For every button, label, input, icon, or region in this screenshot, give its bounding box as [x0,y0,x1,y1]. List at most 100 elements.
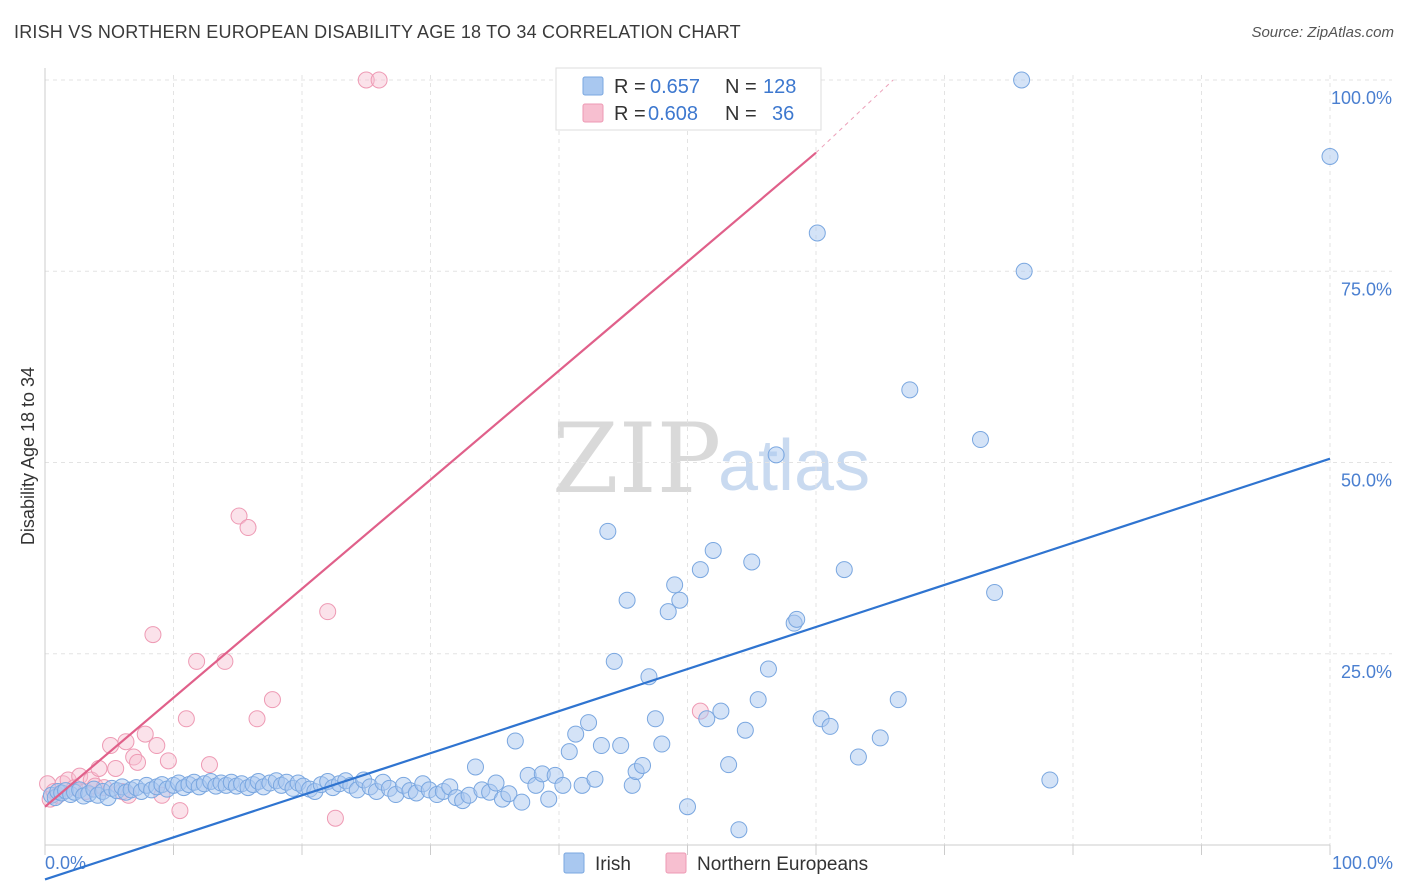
irish-point [971,431,989,449]
irish-point [466,758,484,776]
irish-point [513,793,531,811]
ne-point [144,626,162,644]
irish-point [618,591,636,609]
irish-point [506,732,524,750]
irish-point [540,790,558,808]
irish-point [679,798,696,816]
watermark-atlas: atlas [718,426,870,506]
irish-point [720,756,738,774]
ne-r-value: 0.608 [648,103,698,125]
y-tick-label: 50.0% [1341,471,1392,491]
irish-point [567,725,585,743]
irish-point [821,717,839,735]
northern-europeans-points [39,71,709,827]
ne-n-label: N = [725,103,757,125]
ne-point [230,507,248,525]
irish-point [653,735,671,753]
irish-point [736,721,754,739]
gridlines [45,75,1392,845]
ne-trendline-extension [815,79,894,154]
ne-trendline [44,151,817,808]
irish-point [743,553,761,571]
irish-point [698,710,716,728]
ne-point [216,652,234,670]
irish-point [634,756,652,774]
ne-point [200,756,218,774]
ne-point [239,519,257,537]
irish-n-label: N = [725,76,757,98]
irish-point [835,561,853,579]
trendlines [44,79,1331,881]
legend-ne-swatch [665,852,687,874]
irish-point [691,561,709,579]
irish-point [586,770,604,788]
ne-point [107,760,125,777]
x-tick-label: 100.0% [1332,853,1393,873]
irish-point [500,785,518,803]
irish-point [1015,262,1033,280]
irish-point [849,748,867,766]
irish-n-value: 128 [763,76,796,98]
ne-point [370,71,388,89]
ne-point [357,71,375,89]
irish-point [592,737,610,755]
chart-title: IRISH VS NORTHERN EUROPEAN DISABILITY AG… [14,22,741,42]
ne-r-label: R = [614,103,646,125]
ne-n-value: 36 [772,103,794,125]
irish-point [1041,771,1059,789]
ne-point [188,652,206,670]
x-tick-label: 0.0% [45,853,86,873]
irish-point [554,776,572,794]
ne-point [148,737,166,755]
irish-point [666,576,684,594]
irish-point [580,714,598,732]
irish-point [612,737,630,755]
irish-point [808,224,826,242]
ne-point [171,802,189,820]
y-tick-label: 100.0% [1331,88,1392,108]
ne-point [326,809,344,827]
ne-point [177,710,195,728]
source-label: Source: ZipAtlas.com [1251,24,1394,41]
irish-point [605,652,623,670]
ne-point [136,725,154,743]
stats-legend: R = 0.657 N = 128 R = 0.608 N = 36 [555,67,822,131]
irish-point [599,522,617,540]
irish-point [1013,71,1031,89]
irish-point [767,446,785,464]
irish-point [871,729,889,747]
series-legend: Irish Northern Europeans [563,852,868,875]
irish-r-value: 0.657 [650,76,700,98]
irish-point [560,743,578,761]
irish-r-label: R = [614,76,646,98]
ne-swatch [582,103,604,123]
irish-point [788,610,806,628]
irish-trendline [44,457,1331,881]
irish-point [704,541,722,559]
irish-point [1321,148,1339,165]
irish-point [659,603,677,621]
ne-point [117,733,135,751]
y-axis-label: Disability Age 18 to 34 [18,367,38,545]
ne-point [263,691,281,709]
irish-point [889,691,907,709]
tick-labels: 25.0% 50.0% 75.0% 100.0% 0.0% 100.0% [45,88,1393,873]
ne-point [129,753,147,771]
irish-point [749,691,767,709]
ne-point [90,760,108,777]
ne-point [248,710,266,728]
irish-swatch [582,76,604,96]
legend-ne-label: Northern Europeans [697,854,868,875]
irish-point [671,591,689,609]
irish-point [986,584,1004,602]
ne-point [319,603,337,621]
irish-point [712,702,730,720]
irish-point [901,381,919,399]
legend-irish-swatch [563,852,585,874]
ne-point [159,752,177,770]
y-tick-label: 25.0% [1341,662,1392,682]
irish-points [42,71,1339,839]
watermark-zip: ZIP [552,403,721,515]
irish-point [730,821,748,839]
